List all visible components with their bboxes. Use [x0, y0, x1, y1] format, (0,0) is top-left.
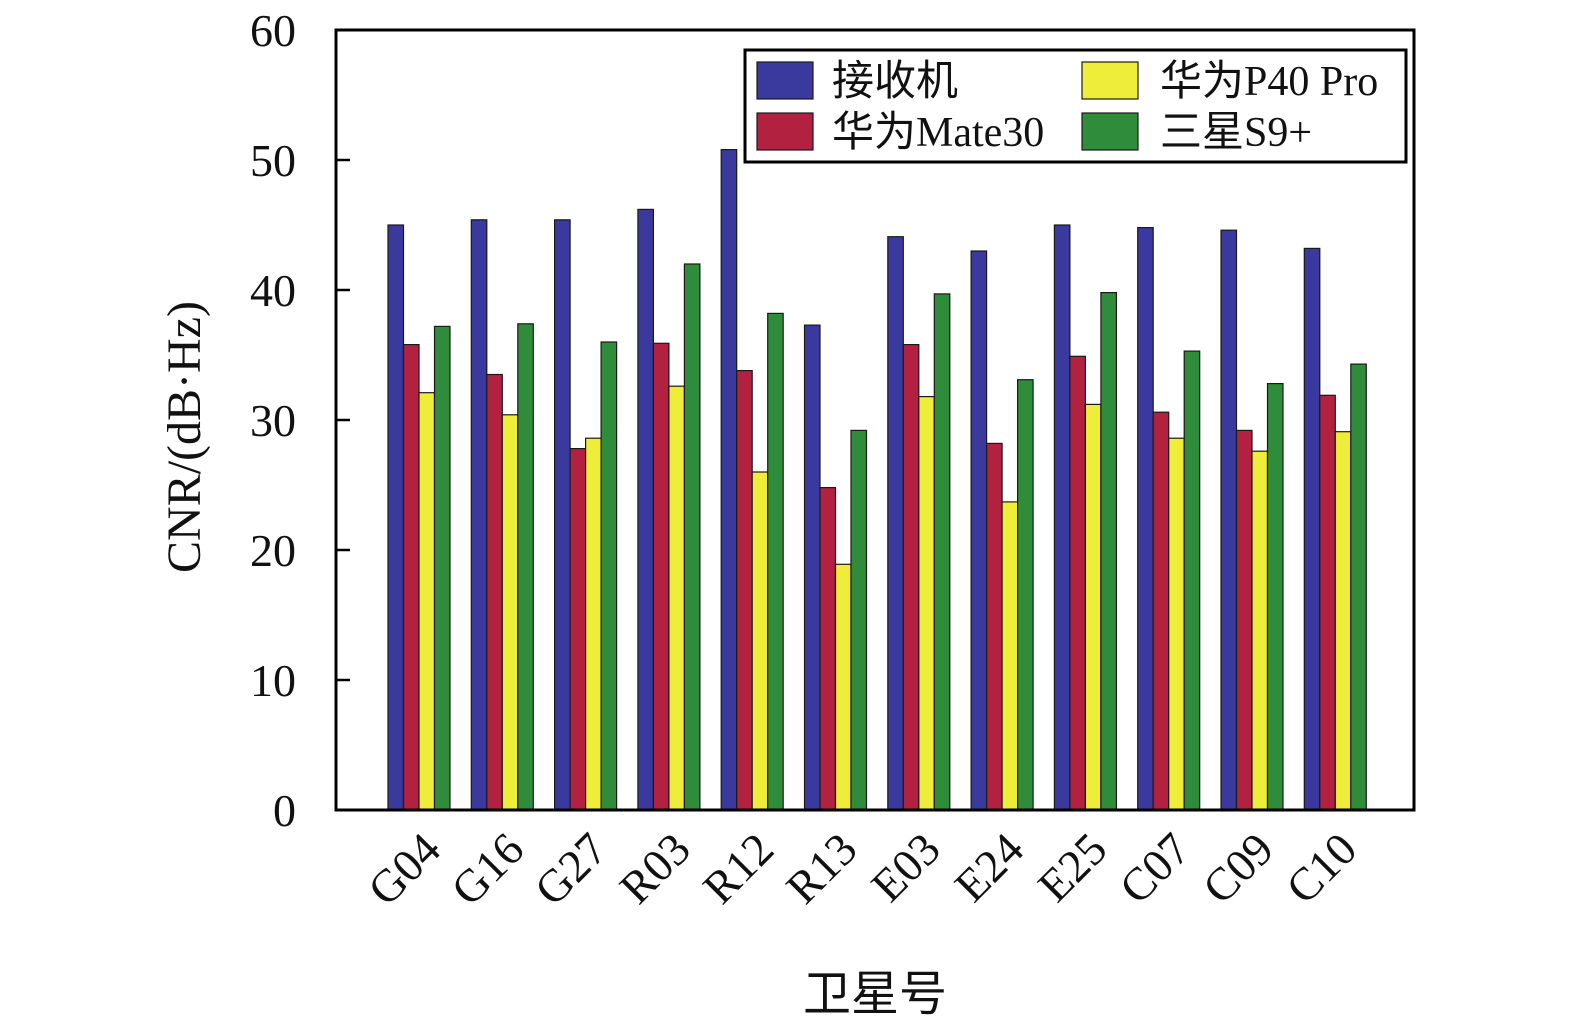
legend-swatch-0 [756, 61, 814, 100]
bar-R12-series-0 [720, 149, 738, 811]
bar-R13-series-2 [834, 563, 852, 811]
y-tick-label: 10 [250, 655, 296, 706]
bar-R13-series-1 [819, 487, 837, 811]
y-tick-label: 0 [273, 785, 296, 836]
bar-E24-series-3 [1016, 379, 1034, 811]
bar-E03-series-0 [887, 236, 904, 811]
bar-E25-series-3 [1100, 292, 1118, 811]
bar-E25-series-2 [1084, 403, 1102, 811]
bars-layer [387, 149, 1367, 811]
bar-C09-series-1 [1235, 429, 1253, 811]
bar-R12-series-1 [736, 370, 753, 811]
x-tick-label: C07 [1109, 823, 1199, 913]
x-tick-label: E24 [945, 823, 1033, 911]
bar-E24-series-0 [970, 250, 988, 811]
x-tick-label: G16 [441, 823, 533, 915]
bar-C10-series-0 [1303, 247, 1321, 811]
x-tick-label: R12 [693, 823, 783, 913]
legend-swatch-2 [1081, 61, 1139, 100]
bar-G04-series-2 [418, 392, 436, 811]
bar-C09-series-0 [1220, 229, 1238, 811]
bar-R03-series-1 [652, 342, 670, 811]
y-tick-label: 60 [250, 5, 296, 56]
legend-label-0: 接收机 [832, 59, 958, 105]
y-axis-title: CNR/(dB·Hz) [158, 301, 211, 573]
y-tick-label: 30 [250, 395, 296, 446]
bar-G27-series-1 [569, 448, 587, 811]
x-axis-title: 卫星号 [803, 968, 947, 1021]
y-tick-label: 20 [250, 525, 296, 576]
x-tick-label: R03 [610, 823, 700, 913]
bar-E03-series-1 [902, 344, 920, 811]
x-tick-label: G27 [525, 823, 617, 915]
x-tick-label: C10 [1276, 823, 1366, 913]
legend-label-2: 华为P40 Pro [1160, 59, 1378, 105]
x-tick-label: C09 [1193, 823, 1283, 913]
bar-G27-series-2 [584, 437, 602, 811]
bar-C10-series-3 [1350, 363, 1367, 811]
legend-swatch-1 [756, 112, 814, 151]
legend: 接收机 华为Mate30 华为P40 Pro 三星S9+ [743, 48, 1408, 164]
bar-G04-series-0 [387, 224, 405, 811]
x-tick-label: E25 [1028, 823, 1116, 911]
bar-R03-series-3 [683, 263, 701, 811]
legend-label-1: 华为Mate30 [832, 110, 1044, 156]
bar-G04-series-3 [433, 325, 451, 811]
y-tick-label: 40 [250, 265, 296, 316]
bar-G04-series-1 [402, 344, 420, 811]
bar-C07-series-2 [1168, 437, 1185, 811]
bar-G16-series-0 [470, 219, 488, 811]
bar-E25-series-1 [1069, 355, 1087, 811]
bar-C07-series-0 [1137, 227, 1154, 811]
x-tick-label: R13 [776, 823, 866, 913]
bar-E03-series-2 [918, 396, 935, 811]
bar-R13-series-0 [803, 324, 821, 811]
bar-R12-series-2 [751, 471, 769, 811]
bar-C07-series-3 [1183, 350, 1201, 811]
y-tick-label: 50 [250, 135, 296, 186]
x-tick-label: G04 [358, 823, 450, 915]
bar-E25-series-0 [1053, 224, 1071, 811]
bar-C07-series-1 [1152, 411, 1170, 811]
legend-box [743, 48, 1408, 164]
y-axis: 0 10 20 30 40 50 60 [250, 5, 350, 836]
bar-C10-series-2 [1334, 431, 1352, 811]
bar-R03-series-2 [668, 385, 686, 811]
bar-G16-series-1 [486, 373, 503, 811]
bar-E03-series-3 [933, 293, 951, 811]
bar-R03-series-0 [637, 208, 655, 811]
bar-G27-series-3 [600, 341, 618, 811]
bar-C10-series-1 [1319, 394, 1336, 811]
bar-G16-series-3 [517, 323, 534, 811]
bar-C09-series-2 [1251, 450, 1269, 811]
x-tick-label: E03 [861, 823, 949, 911]
bar-E24-series-1 [985, 442, 1003, 811]
bar-R13-series-3 [850, 429, 868, 811]
bar-G27-series-0 [553, 219, 571, 811]
legend-label-3: 三星S9+ [1160, 110, 1312, 156]
bar-R12-series-3 [767, 312, 784, 811]
bar-C09-series-3 [1266, 383, 1284, 811]
bar-E24-series-2 [1001, 501, 1019, 811]
legend-swatch-3 [1081, 112, 1139, 151]
bar-G16-series-2 [501, 414, 519, 811]
